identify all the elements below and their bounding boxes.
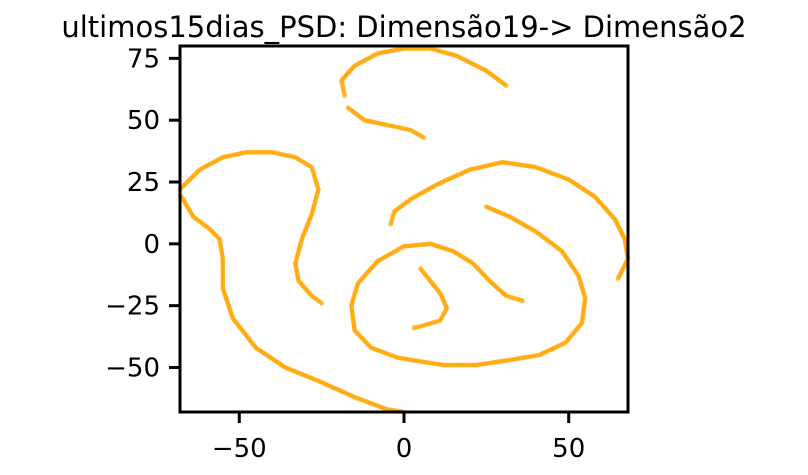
data-points xyxy=(177,46,631,415)
data-point xyxy=(421,135,427,140)
data-point xyxy=(615,276,621,281)
y-tick-label: −25 xyxy=(105,292,160,322)
y-tick-label: 50 xyxy=(127,106,160,136)
data-point xyxy=(520,298,525,304)
data-point xyxy=(319,300,324,306)
x-tick-label: 50 xyxy=(552,434,585,464)
chart-title: ultimos15dias_PSD: Dimensão19-> Dimensão… xyxy=(61,10,746,44)
y-tick-label: 75 xyxy=(127,44,160,74)
y-tick-label: 25 xyxy=(127,168,160,198)
y-tick-label: 0 xyxy=(143,230,160,260)
data-point xyxy=(503,83,509,88)
plot-frame xyxy=(178,44,630,414)
x-tick-label: 0 xyxy=(396,434,413,464)
y-tick-label: −50 xyxy=(105,353,160,383)
axis-ticks: −50 0 50 −50 −25 0 25 50 75 xyxy=(105,44,585,464)
data-point xyxy=(411,325,417,331)
x-tick-label: −50 xyxy=(212,434,267,464)
